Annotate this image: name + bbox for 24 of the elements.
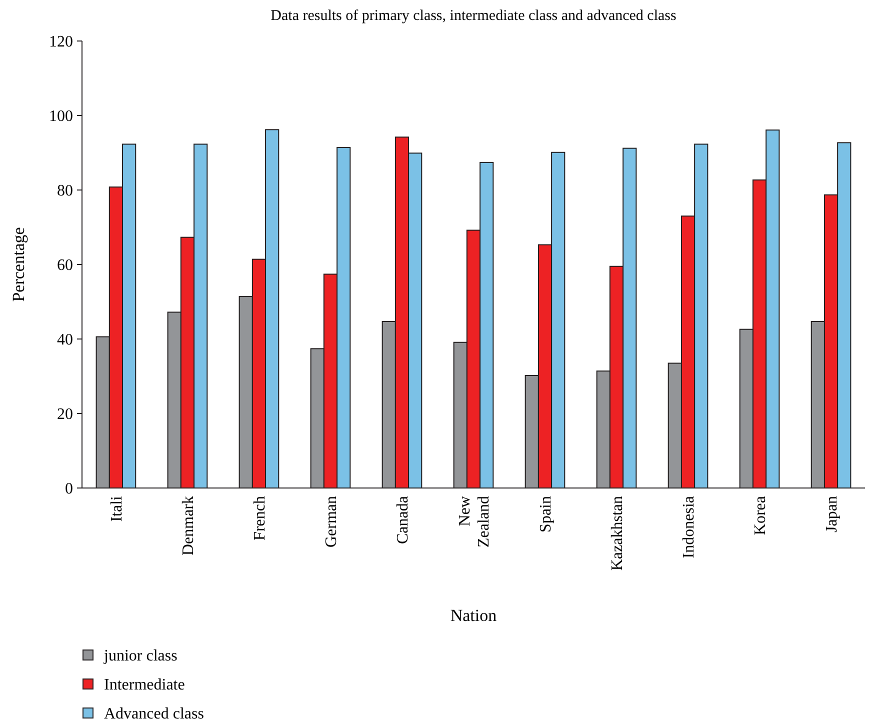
x-tick-label: Indonesia [680,496,698,558]
x-tick-label: Spain [538,496,555,532]
y-axis-title: Percentage [9,227,28,302]
x-axis-title: Nation [450,606,498,625]
y-tick-label: 20 [57,406,73,424]
legend-label: junior class [103,648,178,665]
y-tick-label: 0 [65,480,73,498]
y-tick-label: 60 [57,257,73,274]
chart-title: Data results of primary class, intermediate class and advanced class [270,8,676,24]
y-tick-label: 100 [49,108,73,126]
x-tick-label: Korea [752,496,770,536]
x-tick-label: Canada [394,496,412,544]
legend-label: Intermediate [104,676,185,694]
x-tick-label: Kazakhstan [609,496,626,571]
x-tick-label: Japan [824,496,841,532]
x-tick-label: New Zealand [456,496,493,548]
y-tick-label: 120 [49,34,73,51]
x-tick-label: German [323,496,340,548]
x-tick-label: French [252,496,269,540]
x-tick-label: Denmark [180,496,198,556]
legend-label: Advanced class [104,706,204,723]
x-tick-label: Itali [108,495,126,522]
y-tick-label: 80 [57,182,73,200]
y-tick-label: 40 [57,332,73,349]
